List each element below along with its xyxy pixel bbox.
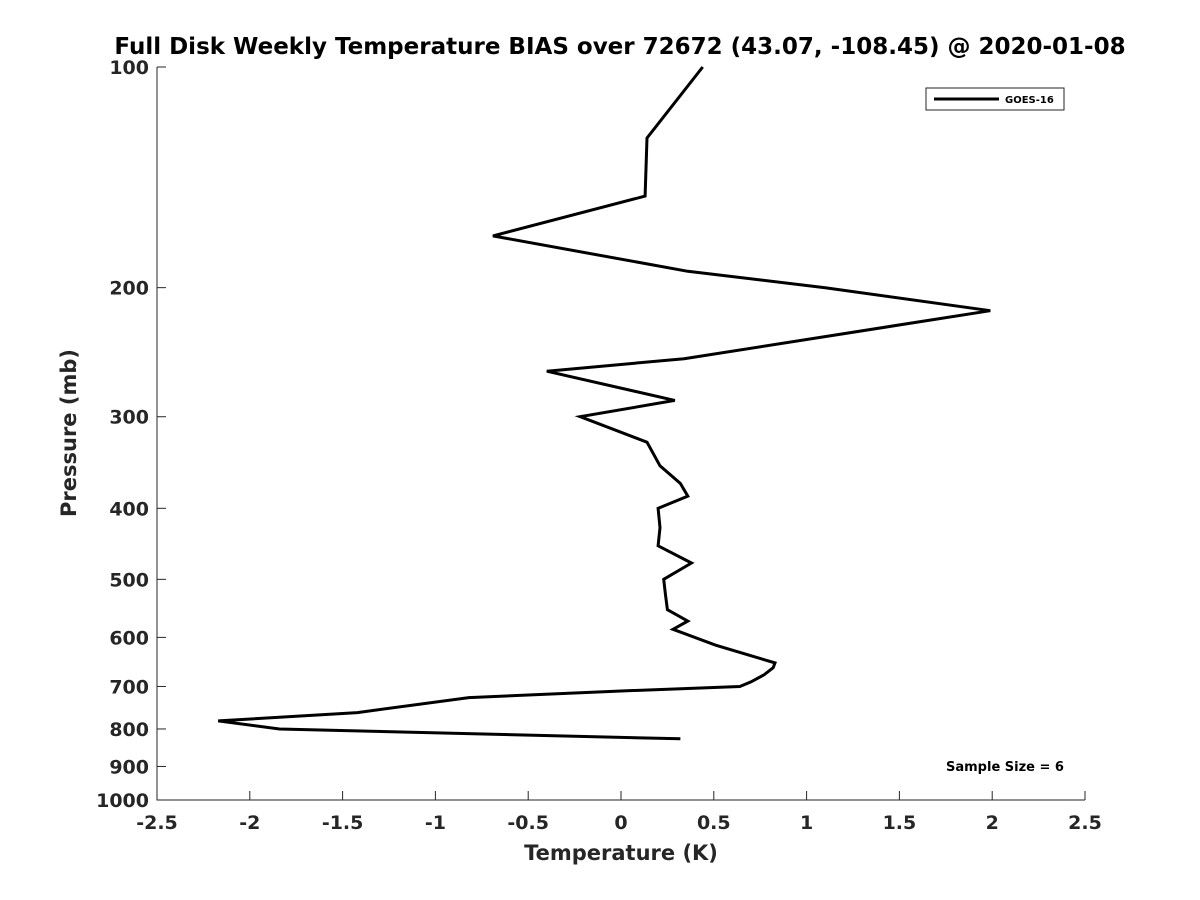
x-axis: -2.5 -2 -1.5 -1 -0.5 0 0.5 1 1.5 2 2.5 [136, 791, 1102, 834]
x-tick-label: -1 [425, 812, 446, 834]
y-tick-label: 600 [109, 627, 149, 649]
chart-title: Full Disk Weekly Temperature BIAS over 7… [114, 34, 1125, 60]
y-tick-label: 300 [109, 407, 149, 429]
x-tick-label: 1 [800, 812, 813, 834]
x-tick-label: 1.5 [883, 812, 917, 834]
y-tick-label: 100 [109, 57, 149, 79]
y-tick-label: 800 [109, 719, 149, 741]
y-tick-label: 500 [109, 569, 149, 591]
legend-label: GOES-16 [1005, 95, 1054, 106]
x-tick-label: -2.5 [136, 812, 178, 834]
y-tick-label: 1000 [96, 790, 149, 812]
y-tick-label: 400 [109, 498, 149, 520]
x-axis-label: Temperature (K) [524, 841, 718, 865]
y-tick-label: 700 [109, 676, 149, 698]
sample-size-annotation: Sample Size = 6 [946, 760, 1064, 775]
x-tick-label: 0.5 [697, 812, 731, 834]
series-line-goes-16 [218, 66, 991, 741]
x-tick-label: -2 [239, 812, 260, 834]
x-tick-label: 2 [986, 812, 999, 834]
x-tick-label: -0.5 [507, 812, 549, 834]
x-tick-label: -1.5 [322, 812, 364, 834]
x-tick-label: 2.5 [1068, 812, 1102, 834]
plot-axes [156, 67, 1085, 801]
legend: GOES-16 [925, 87, 1065, 111]
y-axis: 100 200 300 400 500 600 700 800 900 1000 [96, 57, 166, 812]
y-axis-label: Pressure (mb) [57, 349, 81, 517]
y-tick-label: 200 [109, 278, 149, 300]
y-tick-label: 900 [109, 756, 149, 778]
x-tick-label: 0 [614, 812, 627, 834]
